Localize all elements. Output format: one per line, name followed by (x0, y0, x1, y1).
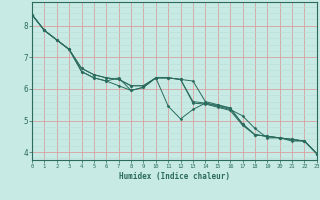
X-axis label: Humidex (Indice chaleur): Humidex (Indice chaleur) (119, 172, 230, 181)
